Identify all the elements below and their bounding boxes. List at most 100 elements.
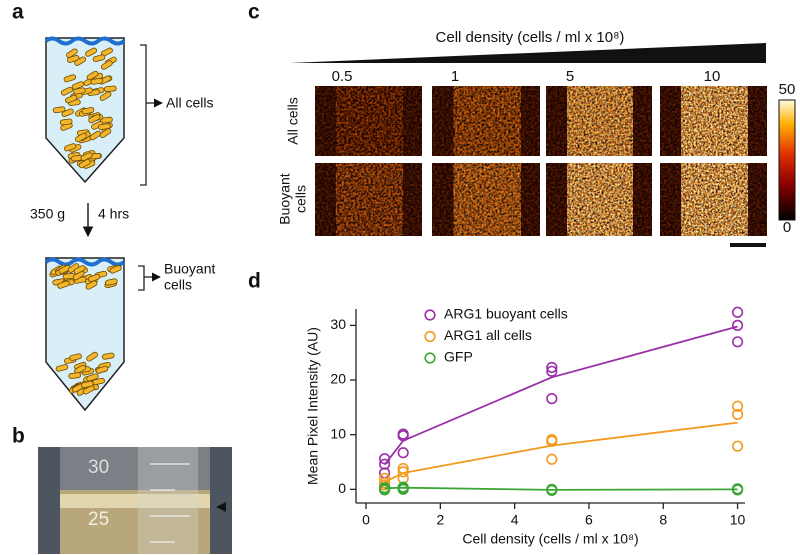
image-band (336, 86, 403, 156)
legend-marker (424, 309, 436, 321)
point (731, 440, 744, 452)
chart: 0 10 20 30 0 2 4 6 8 10 Cell density (cells / ml x… (305, 306, 746, 547)
cell (63, 74, 77, 83)
legend-label: GFP (444, 349, 473, 365)
photo-buoyant-layer (60, 494, 210, 508)
cell (81, 107, 95, 115)
cell (58, 264, 71, 274)
x-tick-label: 2 (436, 512, 444, 528)
legend-marker (424, 330, 436, 343)
panel-title: Cell density (cells / ml x 10⁸) (436, 29, 625, 46)
image-band (453, 163, 521, 236)
cell (73, 87, 86, 95)
point (731, 306, 744, 318)
cell (73, 265, 86, 275)
point (379, 458, 391, 470)
panel-label: d (248, 270, 261, 293)
row-label: cells (293, 185, 309, 213)
cell (81, 380, 94, 389)
cell (109, 265, 122, 274)
point (397, 430, 409, 442)
colorbar-label: 50 (779, 81, 796, 98)
x-tick-label: 4 (511, 512, 519, 528)
row-label: All cells (285, 97, 301, 144)
annotation: 350 g (30, 206, 65, 222)
cells (52, 47, 117, 169)
cell (74, 56, 87, 66)
cell (103, 85, 117, 92)
cell (59, 118, 73, 126)
point (546, 393, 558, 405)
point (731, 408, 744, 421)
point (731, 400, 744, 412)
point (731, 319, 744, 331)
cell (75, 132, 87, 143)
cell (88, 114, 101, 124)
cell (86, 70, 99, 81)
cell (52, 106, 66, 114)
point (397, 466, 409, 478)
y-tick-label: 20 (330, 371, 346, 387)
legend-label: ARG1 all cells (444, 327, 532, 343)
legend-marker (424, 352, 436, 364)
image-band (567, 163, 633, 236)
cell (104, 278, 118, 286)
y-tick-label: 10 (330, 425, 346, 441)
density-wedge (290, 43, 766, 63)
cell (68, 372, 82, 379)
liquid-surface (44, 36, 126, 46)
point (546, 365, 558, 377)
cell (87, 273, 101, 283)
y-tick-label: 30 (330, 316, 346, 332)
fit-line (383, 325, 738, 466)
cell (100, 60, 113, 70)
cell (78, 158, 91, 169)
image-band (567, 86, 633, 156)
panel-label: a (12, 1, 24, 24)
arrowhead (216, 502, 226, 512)
cell (65, 94, 78, 104)
cells (49, 263, 122, 396)
images: 0.5 1 5 10 All cells Buoyant cells (277, 68, 767, 236)
column-label: 5 (566, 68, 574, 85)
panel-label: b (12, 425, 25, 448)
cell (86, 373, 99, 382)
cell (55, 364, 69, 372)
point (546, 484, 558, 497)
liquid-surface (44, 257, 126, 267)
scale-bar (730, 243, 766, 247)
legend-label: ARG1 buoyant cells (444, 306, 568, 322)
annotation: All cells (166, 95, 213, 111)
cell (99, 91, 112, 101)
cell (66, 54, 80, 63)
image-band (681, 86, 748, 156)
cell (90, 77, 104, 85)
cell (66, 48, 78, 59)
point (731, 484, 744, 496)
column-label: 0.5 (332, 68, 353, 85)
fit-line (384, 421, 738, 484)
column-label: 10 (704, 68, 721, 85)
colorbar-label: 0 (783, 219, 791, 236)
cell (69, 353, 82, 361)
y-axis-label: Mean Pixel Intensity (AU) (305, 327, 321, 485)
point (397, 447, 409, 459)
cell (101, 352, 115, 360)
row-label: Buoyant (277, 173, 293, 224)
y-tick-label: 0 (338, 480, 346, 496)
x-axis-label: Cell density (cells / ml x 10⁸) (462, 531, 638, 547)
cell (85, 47, 98, 57)
x-tick-label: 0 (362, 512, 370, 528)
tube-mark: 25 (88, 509, 109, 530)
annotation: 4 hrs (98, 206, 129, 222)
cell (85, 280, 98, 290)
colorbar (778, 99, 796, 221)
cell (95, 365, 109, 374)
bracket (140, 44, 147, 186)
x-tick-label: 10 (730, 512, 746, 528)
cell (92, 54, 106, 62)
cell (63, 143, 77, 152)
cell (60, 86, 73, 96)
